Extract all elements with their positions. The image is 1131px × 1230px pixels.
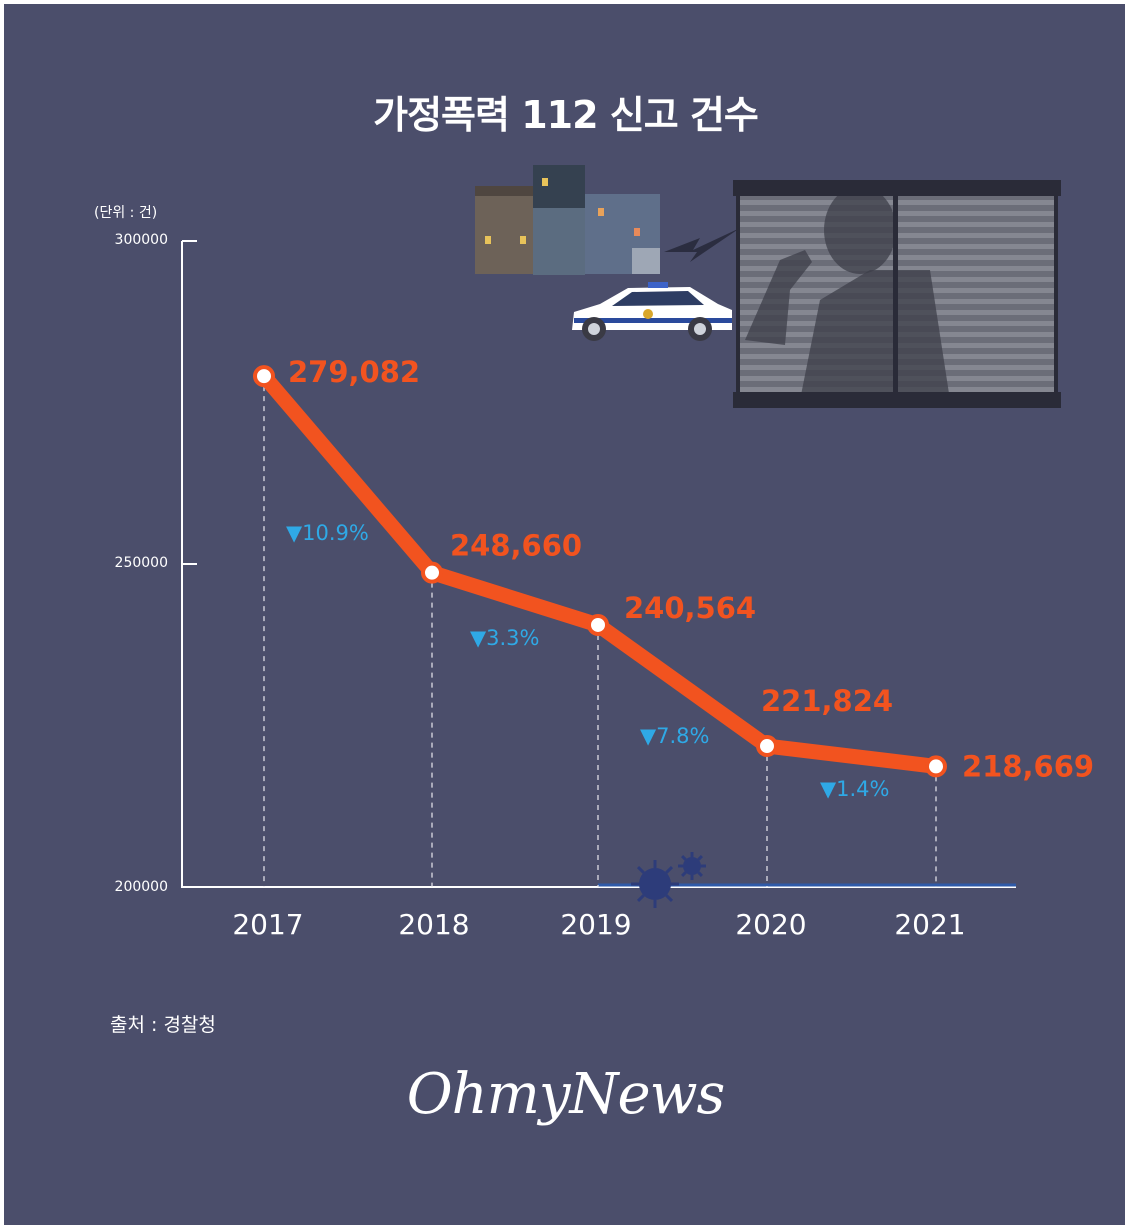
y-tick-label: 250000 <box>114 555 168 571</box>
change-label: ▼10.9% <box>286 521 369 545</box>
data-point <box>587 613 609 636</box>
source-note: 출처 : 경찰청 <box>110 1014 216 1036</box>
x-tick-label: 2017 <box>232 908 303 941</box>
value-label: 221,824 <box>761 684 893 718</box>
window-silhouette-icon <box>733 180 1061 408</box>
y-tick-label: 300000 <box>114 232 168 248</box>
x-tick-label: 2021 <box>894 908 965 941</box>
change-label: ▼7.8% <box>640 724 710 748</box>
change-label: ▼3.3% <box>470 626 540 650</box>
building-icon <box>475 165 660 275</box>
x-tick-label: 2018 <box>398 908 469 941</box>
value-label: 248,660 <box>450 529 582 563</box>
police-car-icon <box>572 282 732 341</box>
data-point <box>925 755 947 778</box>
data-point <box>253 365 275 388</box>
data-point <box>756 735 778 758</box>
chart-title: 가정폭력 112 신고 건수 <box>373 93 759 137</box>
change-label: ▼1.4% <box>820 777 890 801</box>
ohmynews-logo: OhmyNews <box>406 1062 726 1127</box>
value-label: 279,082 <box>288 355 420 389</box>
x-tick-label: 2020 <box>735 908 806 941</box>
unit-label: (단위 : 건) <box>94 205 158 221</box>
data-point <box>421 561 443 584</box>
value-label: 240,564 <box>624 591 756 625</box>
virus-icon <box>631 852 706 908</box>
sound-bolt-icon <box>664 228 740 262</box>
x-tick-label: 2019 <box>560 908 631 941</box>
value-label: 218,669 <box>962 749 1094 783</box>
y-tick-label: 200000 <box>114 879 168 895</box>
